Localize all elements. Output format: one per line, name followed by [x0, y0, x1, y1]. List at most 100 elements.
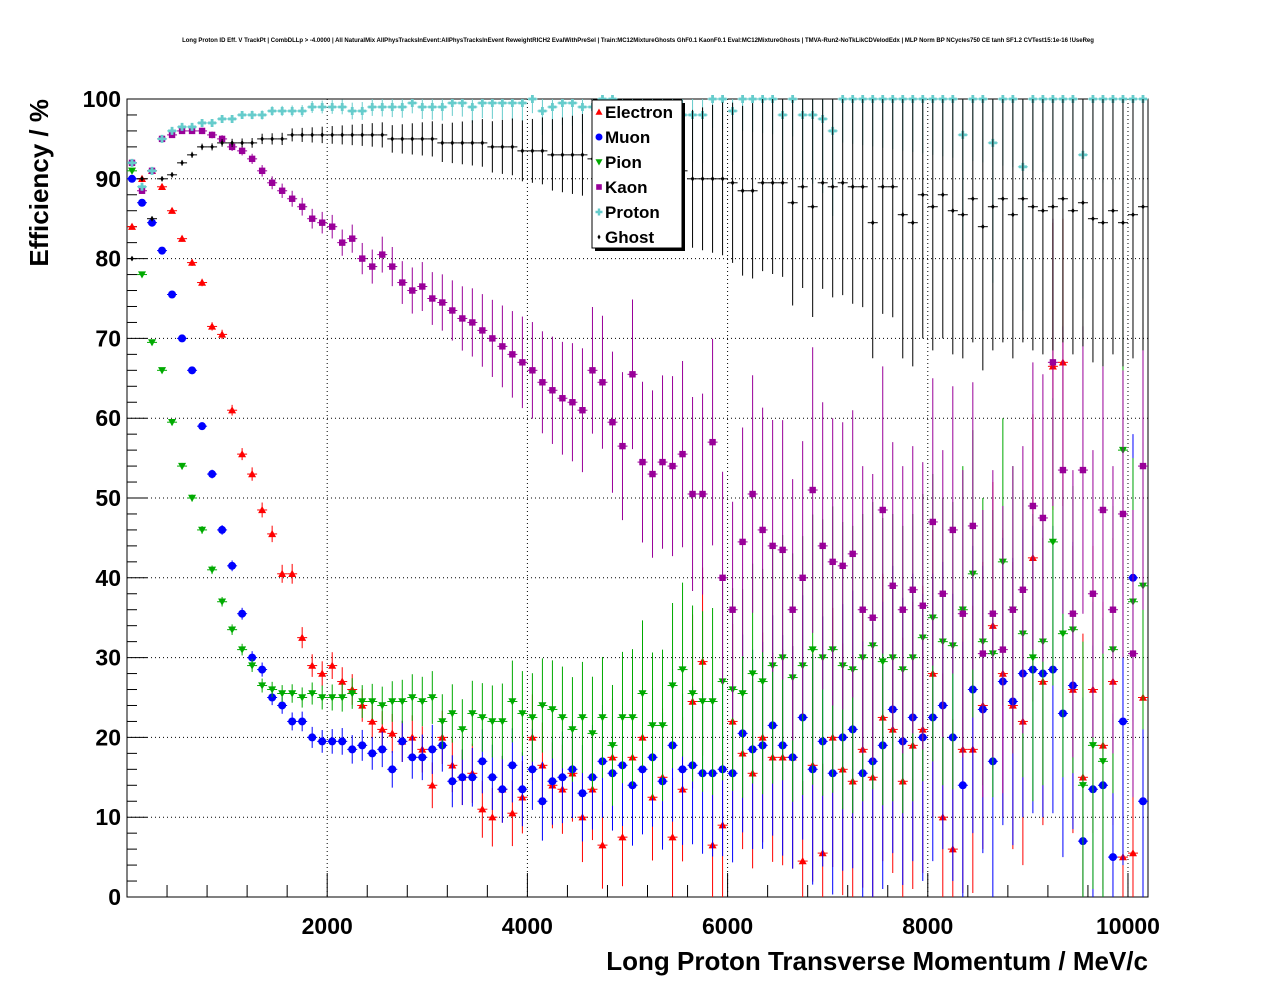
data-point [780, 179, 785, 186]
data-point [890, 183, 895, 190]
data-point [128, 174, 137, 183]
data-point [208, 470, 217, 479]
chart-title: Long Proton ID Eff. V TrackPt | CombDLLp… [182, 38, 1094, 44]
data-point [408, 694, 417, 702]
data-point [760, 179, 765, 186]
data-point [238, 450, 247, 458]
data-point [939, 590, 946, 597]
data-point [488, 718, 497, 726]
data-point [248, 653, 257, 662]
data-point [378, 745, 387, 754]
data-point [599, 379, 606, 386]
data-point [559, 395, 566, 402]
data-point [1069, 610, 1077, 617]
data-point [1108, 853, 1117, 862]
data-point [150, 215, 154, 222]
data-point [350, 132, 355, 138]
data-point [198, 118, 207, 127]
data-point [578, 102, 587, 111]
legend-marker-proton [595, 208, 603, 216]
series-electron [127, 166, 1148, 897]
data-point [1098, 758, 1107, 766]
data-point [188, 122, 197, 131]
data-point [308, 661, 317, 669]
data-point [318, 694, 327, 702]
data-point [160, 176, 164, 182]
data-point [128, 167, 137, 175]
legend-marker-pion [595, 159, 603, 166]
data-point [738, 95, 747, 103]
data-point [208, 131, 216, 139]
data-point [789, 606, 796, 613]
data-point [991, 203, 995, 210]
data-point [358, 698, 367, 706]
data-point [500, 144, 505, 150]
series-pion [127, 167, 1148, 897]
data-point [498, 718, 507, 726]
data-point [348, 745, 357, 754]
data-point [498, 98, 507, 107]
legend-box [591, 99, 683, 249]
data-point [278, 569, 287, 578]
data-point [1059, 466, 1067, 474]
data-point [518, 710, 527, 718]
data-point [568, 726, 577, 734]
data-point [258, 665, 267, 674]
y-tick-label: 0 [108, 884, 121, 910]
legend-label-ghost: Ghost [605, 228, 654, 247]
data-point [719, 574, 726, 581]
data-point [228, 626, 237, 634]
data-point [810, 203, 815, 210]
data-point [198, 278, 207, 286]
data-point [678, 666, 687, 674]
data-point [478, 98, 487, 107]
data-point [138, 271, 147, 279]
series-muon [127, 174, 1148, 897]
data-point [870, 219, 875, 226]
data-point [138, 198, 147, 207]
data-point [819, 542, 826, 550]
data-point [659, 458, 666, 466]
data-point [168, 126, 177, 135]
data-point [849, 550, 856, 558]
data-point [270, 136, 274, 142]
data-point [128, 158, 137, 167]
data-point [248, 110, 257, 119]
data-point [178, 122, 187, 131]
data-point [750, 187, 755, 194]
data-point [679, 450, 686, 458]
data-point [598, 841, 607, 849]
data-point [509, 351, 516, 358]
data-point [549, 387, 556, 394]
data-point [900, 211, 905, 218]
y-tick-label: 50 [95, 485, 121, 511]
data-point [879, 506, 886, 514]
series-ghost [127, 99, 1148, 371]
data-point [198, 526, 207, 534]
data-point [690, 176, 695, 182]
data-point [459, 315, 466, 322]
y-tick-label: 90 [95, 166, 121, 192]
data-point [368, 717, 377, 725]
data-point [668, 682, 677, 690]
data-point [1128, 849, 1137, 857]
data-point [318, 102, 327, 111]
data-point [250, 140, 254, 146]
data-point [1091, 215, 1095, 222]
data-point [368, 698, 377, 706]
data-point [1041, 207, 1045, 214]
data-point [930, 203, 935, 210]
data-point [1099, 506, 1107, 514]
data-point [1031, 203, 1035, 210]
data-point [540, 148, 545, 154]
data-point [1048, 538, 1057, 546]
data-point [210, 144, 214, 150]
data-point [709, 438, 716, 446]
data-point [629, 371, 636, 378]
data-point [178, 334, 187, 343]
data-point [258, 505, 267, 514]
data-point [658, 722, 667, 730]
data-point [318, 669, 327, 677]
data-point [418, 102, 427, 111]
data-point [508, 809, 517, 817]
